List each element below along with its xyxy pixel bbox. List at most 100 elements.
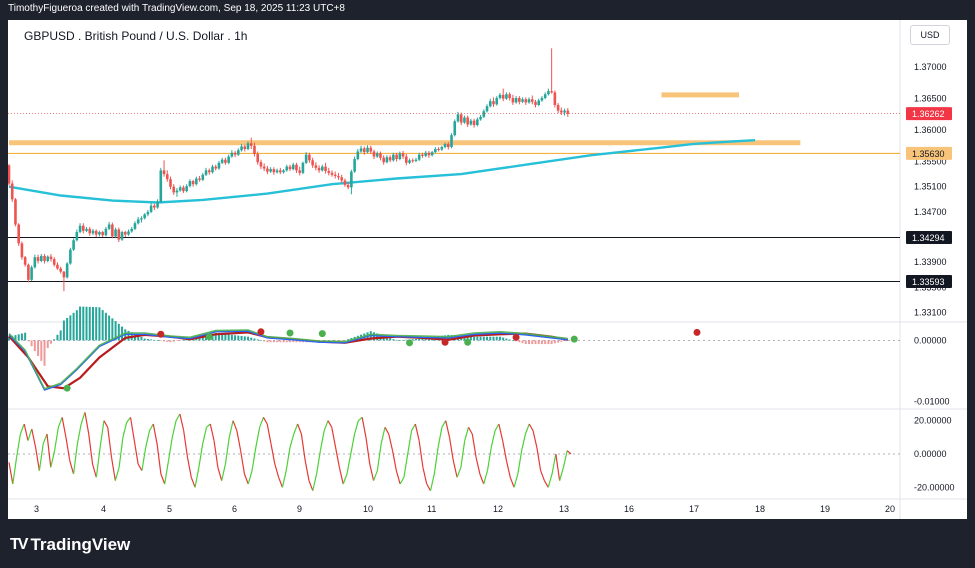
candle-body xyxy=(104,228,108,236)
osc-segment xyxy=(69,460,75,475)
chart-frame[interactable]: 1.37000 1.36500 1.36000 1.35500 1.35100 1.347… xyxy=(8,20,967,519)
candle-body xyxy=(59,268,62,272)
candle-148 xyxy=(485,104,489,113)
candle-body xyxy=(295,164,298,171)
candle-body xyxy=(434,148,437,153)
candle-body xyxy=(269,169,272,172)
tradingview-brand[interactable]: TV TradingView xyxy=(10,535,130,555)
osc-segment xyxy=(502,440,508,461)
candle-107 xyxy=(353,156,356,173)
candle-59 xyxy=(198,176,201,182)
osc-segment xyxy=(65,437,71,461)
price-tick-0: 1.37000 xyxy=(914,62,947,72)
osc-segment xyxy=(118,437,124,468)
candle-138 xyxy=(453,119,457,137)
candle-113 xyxy=(372,149,376,160)
osc-segment xyxy=(391,450,397,471)
candle-body xyxy=(30,267,33,280)
candle-body xyxy=(117,229,121,240)
candle-body xyxy=(211,166,214,173)
cross-marker-2 xyxy=(205,333,213,341)
osc-segment xyxy=(395,470,401,485)
osc-segment xyxy=(486,447,492,471)
cross-marker-3 xyxy=(257,328,265,336)
macd-hist-bar xyxy=(340,340,343,341)
macd-hist-bar xyxy=(43,340,46,366)
candle-139 xyxy=(456,111,460,123)
macd-hist-bar xyxy=(217,333,220,341)
macd-hist-bar xyxy=(250,337,253,341)
macd-hist-bar xyxy=(201,335,204,341)
osc-segment xyxy=(141,447,147,471)
osc-segment xyxy=(300,433,306,461)
osc-segment xyxy=(297,423,302,435)
candle-body xyxy=(427,152,431,156)
candle-body xyxy=(346,184,350,188)
candle-128 xyxy=(421,152,424,158)
candle-90 xyxy=(298,166,301,176)
candle-body xyxy=(446,143,450,148)
macd-hist-bar xyxy=(414,339,417,341)
candle-body xyxy=(388,157,392,161)
candle-43 xyxy=(146,210,150,217)
osc-segment xyxy=(327,420,333,428)
osc-segment xyxy=(524,423,530,435)
candle-body xyxy=(440,147,444,150)
osc-segment xyxy=(445,420,451,438)
candle-body xyxy=(417,154,421,160)
osc-segment xyxy=(426,483,432,491)
osc-segment xyxy=(183,430,189,458)
candle-136 xyxy=(446,142,450,150)
osc-segment xyxy=(479,473,485,485)
candle-36 xyxy=(123,230,127,238)
osc-tick-2: -20.00000 xyxy=(914,482,955,492)
candle-29 xyxy=(101,230,104,238)
horizontal-lines xyxy=(8,152,900,283)
candle-110 xyxy=(363,146,366,155)
price-tick-1: 1.36500 xyxy=(914,94,947,104)
candle-118 xyxy=(388,155,392,163)
candle-42 xyxy=(143,213,146,220)
price-label-text: 1.36262 xyxy=(912,109,945,119)
candle-147 xyxy=(482,109,486,119)
macd-hist-bar xyxy=(8,336,10,341)
candle-81 xyxy=(269,167,272,173)
candle-53 xyxy=(178,185,182,192)
candle-104 xyxy=(343,178,347,187)
candle-140 xyxy=(459,112,463,126)
candle-body xyxy=(333,174,337,177)
candle-body xyxy=(94,230,98,235)
candle-145 xyxy=(476,117,479,127)
candle-156 xyxy=(511,94,515,105)
candle-body xyxy=(437,148,440,150)
macd-hist-bar xyxy=(279,340,282,343)
time-tick-6: 11 xyxy=(427,504,436,514)
macd-hist-bar xyxy=(221,333,224,341)
macd-hist-bar xyxy=(521,340,524,344)
macd-hist-bar xyxy=(117,323,120,341)
osc-segment xyxy=(84,412,90,435)
candle-body xyxy=(153,205,156,208)
osc-segment xyxy=(72,443,78,475)
price-label-bg xyxy=(906,230,952,244)
osc-segment xyxy=(179,413,185,431)
candle-body xyxy=(430,152,434,156)
candle-body xyxy=(249,143,253,146)
price-label-0: 1.36262 xyxy=(906,107,952,121)
candle-body xyxy=(172,186,176,193)
osc-segment xyxy=(278,477,283,488)
currency-button[interactable]: USD xyxy=(910,25,950,45)
chart-canvas[interactable]: 1.37000 1.36500 1.36000 1.35500 1.35100 1.347… xyxy=(8,20,967,519)
candle-body xyxy=(136,219,140,224)
chart-title[interactable]: GBPUSD . British Pound / U.S. Dollar . 1… xyxy=(24,29,248,43)
candle-111 xyxy=(366,145,369,154)
candle-47 xyxy=(159,167,163,204)
price-tick-4: 1.35100 xyxy=(914,182,947,192)
osc-segment xyxy=(137,463,143,471)
candle-40 xyxy=(136,216,140,225)
candle-122 xyxy=(401,150,405,160)
candle-body xyxy=(330,172,334,175)
candle-body xyxy=(159,170,163,202)
macd-hist-bar xyxy=(121,326,124,341)
candle-body xyxy=(369,147,373,152)
